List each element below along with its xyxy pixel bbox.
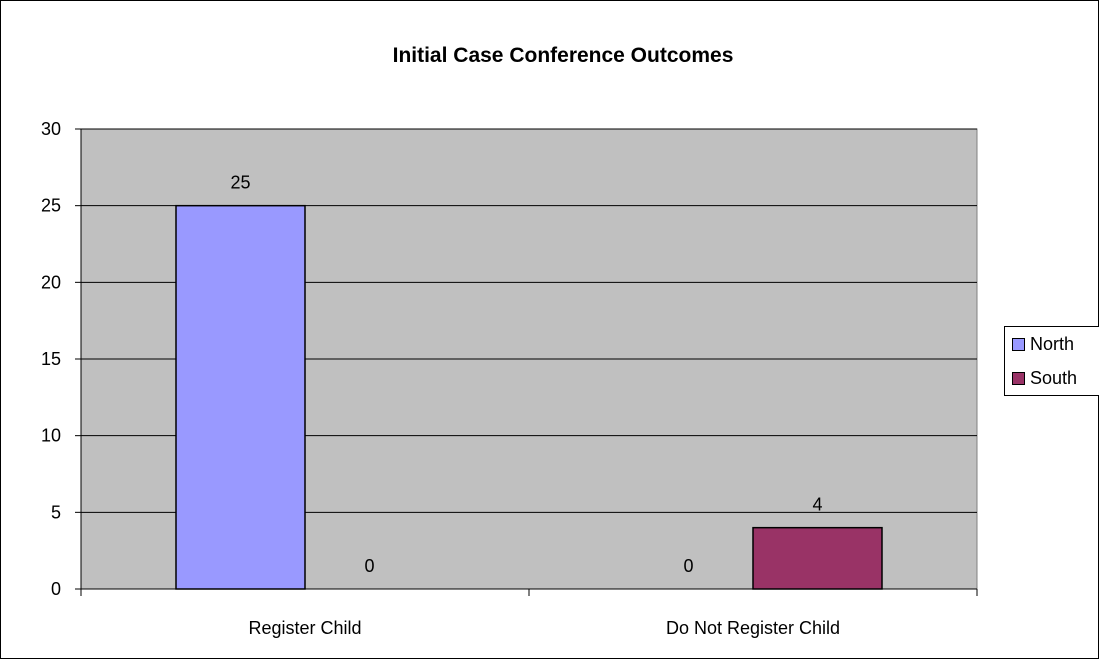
bars (175, 204, 883, 590)
y-tick-label-0: 0 (51, 579, 61, 599)
legend-swatch-north (1012, 337, 1025, 351)
legend-item-north: North (1012, 333, 1074, 355)
x-tick-label-0: Register Child (248, 618, 361, 638)
data-label-south-0: 0 (364, 556, 374, 576)
bar-south-1 (752, 526, 883, 590)
data-label-north-1: 0 (683, 556, 693, 576)
y-tick-label-25: 25 (41, 196, 61, 216)
y-tick-label-10: 10 (41, 426, 61, 446)
legend-swatch-south (1012, 371, 1025, 385)
legend-label-north: North (1030, 333, 1075, 354)
chart-title: Initial Case Conference Outcomes (393, 44, 734, 67)
y-tick-label-30: 30 (41, 119, 61, 139)
data-labels: 25 0 0 4 (230, 173, 822, 576)
y-tick-label-15: 15 (41, 349, 61, 369)
data-label-north-0: 25 (230, 173, 250, 193)
legend: North South (1004, 326, 1099, 396)
y-tick-label-20: 20 (41, 272, 61, 292)
legend-label-south: South (1030, 367, 1078, 388)
x-tick-label-1: Do Not Register Child (666, 618, 840, 638)
bar-north-0 (175, 204, 306, 590)
data-label-south-1: 4 (812, 495, 822, 515)
axes: 0 5 10 15 20 25 30 Register Child Do Not Registe… (41, 119, 978, 638)
y-tick-label-5: 5 (51, 502, 61, 522)
legend-item-south: South (1012, 367, 1077, 389)
